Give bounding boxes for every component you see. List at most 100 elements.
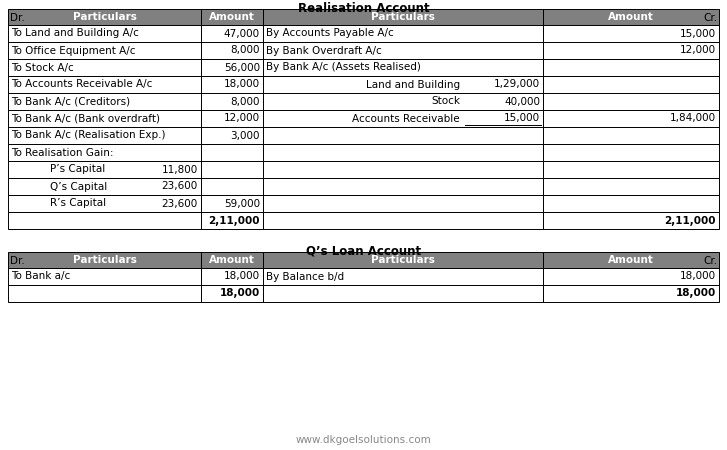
Text: Dr.: Dr. <box>10 13 25 23</box>
Bar <box>263 25 543 42</box>
Text: 8,000: 8,000 <box>230 96 260 107</box>
Bar <box>8 178 201 195</box>
Bar <box>201 252 263 268</box>
Bar <box>8 76 201 93</box>
Bar <box>263 178 543 195</box>
Text: 40,000: 40,000 <box>504 96 540 107</box>
Bar <box>201 178 263 195</box>
Text: 12,000: 12,000 <box>224 113 260 123</box>
Text: Amount: Amount <box>209 12 255 22</box>
Text: 18,000: 18,000 <box>676 288 716 298</box>
Text: Particulars: Particulars <box>371 255 435 265</box>
Bar <box>263 93 543 110</box>
Text: www.dkgoelsolutions.com: www.dkgoelsolutions.com <box>296 435 431 445</box>
Text: Accounts Receivable: Accounts Receivable <box>353 113 460 123</box>
Bar <box>543 127 719 144</box>
Bar <box>543 9 719 25</box>
Text: 3,000: 3,000 <box>230 130 260 140</box>
Text: Amount: Amount <box>608 12 654 22</box>
Text: 8,000: 8,000 <box>230 45 260 55</box>
Text: 18,000: 18,000 <box>680 271 716 282</box>
Bar <box>263 252 543 268</box>
Bar <box>201 127 263 144</box>
Bar <box>201 268 263 285</box>
Text: 23,600: 23,600 <box>161 198 198 208</box>
Text: Q’s Loan Account: Q’s Loan Account <box>306 244 421 257</box>
Bar <box>543 285 719 302</box>
Bar <box>263 212 543 229</box>
Text: Particulars: Particulars <box>73 255 137 265</box>
Bar <box>263 268 543 285</box>
Text: To Bank A/c (Realisation Exp.): To Bank A/c (Realisation Exp.) <box>11 130 166 140</box>
Text: To Realisation Gain:: To Realisation Gain: <box>11 148 113 157</box>
Text: 18,000: 18,000 <box>224 271 260 282</box>
Bar <box>201 25 263 42</box>
Text: Realisation Account: Realisation Account <box>297 1 430 14</box>
Text: By Balance b/d: By Balance b/d <box>266 271 344 282</box>
Bar <box>8 285 201 302</box>
Bar <box>8 268 201 285</box>
Text: By Accounts Payable A/c: By Accounts Payable A/c <box>266 28 394 39</box>
Text: 1,84,000: 1,84,000 <box>670 113 716 123</box>
Bar <box>8 252 201 268</box>
Bar <box>263 9 543 25</box>
Bar <box>8 25 201 42</box>
Text: Particulars: Particulars <box>371 12 435 22</box>
Bar <box>543 195 719 212</box>
Text: To Stock A/c: To Stock A/c <box>11 63 73 72</box>
Bar <box>263 285 543 302</box>
Text: 2,11,000: 2,11,000 <box>664 216 716 225</box>
Text: To Bank A/c (Bank overdraft): To Bank A/c (Bank overdraft) <box>11 113 160 123</box>
Bar <box>263 42 543 59</box>
Text: Cr.: Cr. <box>703 256 717 266</box>
Bar <box>543 110 719 127</box>
Bar <box>201 76 263 93</box>
Bar <box>263 110 543 127</box>
Bar <box>263 76 543 93</box>
Bar <box>263 59 543 76</box>
Text: P’s Capital: P’s Capital <box>50 165 105 175</box>
Text: 11,800: 11,800 <box>161 165 198 175</box>
Bar <box>201 144 263 161</box>
Bar <box>543 25 719 42</box>
Bar <box>543 178 719 195</box>
Bar <box>543 161 719 178</box>
Text: To Bank A/c (Creditors): To Bank A/c (Creditors) <box>11 96 130 107</box>
Bar <box>201 285 263 302</box>
Text: Particulars: Particulars <box>73 12 137 22</box>
Text: To Land and Building A/c: To Land and Building A/c <box>11 28 139 39</box>
Text: 59,000: 59,000 <box>224 198 260 208</box>
Bar <box>201 195 263 212</box>
Text: 1,29,000: 1,29,000 <box>494 80 540 90</box>
Text: To Accounts Receivable A/c: To Accounts Receivable A/c <box>11 80 153 90</box>
Text: 2,11,000: 2,11,000 <box>209 216 260 225</box>
Text: 12,000: 12,000 <box>680 45 716 55</box>
Bar <box>263 127 543 144</box>
Bar <box>543 212 719 229</box>
Bar <box>8 110 201 127</box>
Text: 15,000: 15,000 <box>504 113 540 123</box>
Bar <box>543 268 719 285</box>
Bar <box>201 110 263 127</box>
Text: R’s Capital: R’s Capital <box>50 198 106 208</box>
Bar <box>201 9 263 25</box>
Text: Amount: Amount <box>608 255 654 265</box>
Bar <box>201 212 263 229</box>
Text: To Bank a/c: To Bank a/c <box>11 271 71 282</box>
Bar <box>543 144 719 161</box>
Bar <box>543 76 719 93</box>
Text: By Bank A/c (Assets Realised): By Bank A/c (Assets Realised) <box>266 63 421 72</box>
Text: 15,000: 15,000 <box>680 28 716 39</box>
Bar <box>543 93 719 110</box>
Bar <box>201 42 263 59</box>
Bar <box>8 9 201 25</box>
Bar <box>8 59 201 76</box>
Bar <box>543 59 719 76</box>
Text: Stock: Stock <box>431 96 460 107</box>
Bar <box>8 144 201 161</box>
Text: Amount: Amount <box>209 255 255 265</box>
Text: Dr.: Dr. <box>10 256 25 266</box>
Text: 23,600: 23,600 <box>161 181 198 192</box>
Bar <box>8 42 201 59</box>
Text: Land and Building: Land and Building <box>366 80 460 90</box>
